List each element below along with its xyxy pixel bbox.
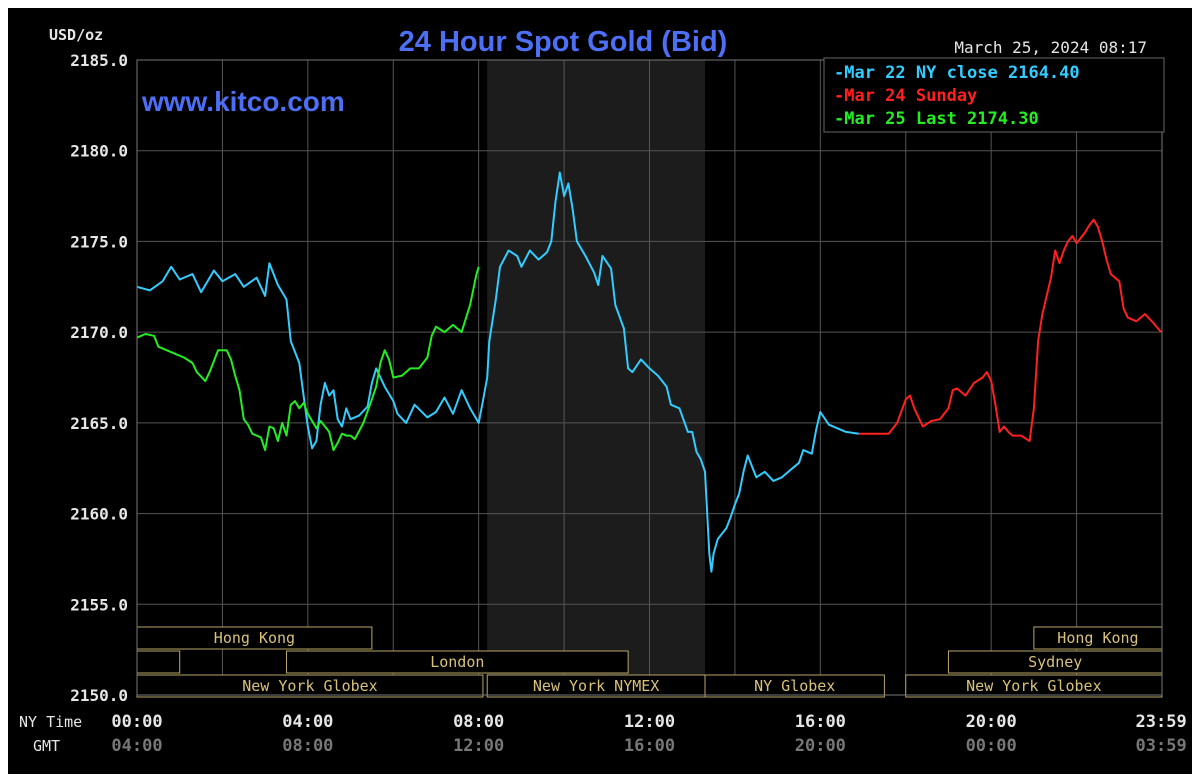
y-tick-label: 2180.0 — [70, 142, 128, 161]
y-tick-label: 2160.0 — [70, 505, 128, 524]
x-tick-label-gmt: 04:00 — [111, 736, 162, 756]
unit-label: USD/oz — [49, 26, 103, 44]
x-tick-label-ny: 04:00 — [282, 712, 333, 732]
session-box — [136, 650, 181, 674]
gmt-label: GMT — [33, 737, 60, 755]
legend-item-mar22: -Mar 22 NY close 2164.40 — [834, 63, 1080, 83]
session-label: New York NYMEX — [533, 677, 659, 695]
gold-price-chart: Hong Kong London New York Globex New York N… — [8, 8, 1192, 774]
session-label: London — [430, 653, 484, 671]
session-label: Hong Kong — [1057, 629, 1138, 647]
session-label: New York Globex — [966, 677, 1101, 695]
session-label: New York Globex — [242, 677, 377, 695]
y-tick-label: 2155.0 — [70, 595, 128, 614]
series-line — [136, 266, 480, 452]
y-axis: 2185.0 2180.0 2175.0 2170.0 2165.0 2160.0 2155… — [70, 51, 128, 705]
nymex-session-shade — [487, 60, 706, 695]
x-tick-label-gmt: 20:00 — [795, 736, 846, 756]
x-tick-label-ny: 16:00 — [795, 712, 846, 732]
session-box — [704, 674, 885, 698]
x-tick-label-ny: 12:00 — [624, 712, 675, 732]
market-sessions: Hong Kong London New York Globex New York N… — [136, 626, 1163, 698]
session-label: NY Globex — [754, 677, 835, 695]
x-tick-label-ny: 20:00 — [966, 712, 1017, 732]
legend: -Mar 22 NY close 2164.40 -Mar 24 Sunday … — [823, 57, 1165, 133]
x-tick-label-ny: 00:00 — [111, 712, 162, 732]
x-axis: 00:00 04:00 04:00 08:00 08:00 12:00 12:00 16:00… — [111, 712, 1186, 756]
y-tick-label: 2175.0 — [70, 232, 128, 251]
timestamp: March 25, 2024 08:17 — [954, 38, 1147, 57]
ny-time-label: NY Time — [19, 713, 82, 731]
x-tick-label-gmt: 12:00 — [453, 736, 504, 756]
legend-box — [823, 57, 1165, 133]
x-tick-label-ny: 23:59 — [1136, 712, 1187, 732]
session-box — [285, 650, 629, 674]
series-line — [858, 218, 1162, 442]
price-series — [136, 171, 1162, 573]
series-line — [136, 171, 859, 573]
chart-title: 24 Hour Spot Gold (Bid) — [399, 26, 728, 58]
watermark: www.kitco.com — [141, 86, 345, 117]
x-tick-label-gmt: 03:59 — [1136, 736, 1187, 756]
legend-item-mar24: -Mar 24 Sunday — [834, 86, 977, 106]
y-tick-label: 2170.0 — [70, 323, 128, 342]
x-tick-label-ny: 08:00 — [453, 712, 504, 732]
y-tick-label: 2150.0 — [70, 686, 128, 705]
x-tick-label-gmt: 00:00 — [966, 736, 1017, 756]
x-tick-label-gmt: 08:00 — [282, 736, 333, 756]
session-label: Hong Kong — [214, 629, 295, 647]
y-tick-label: 2185.0 — [70, 51, 128, 70]
x-tick-label-gmt: 16:00 — [624, 736, 675, 756]
legend-item-mar25: -Mar 25 Last 2174.30 — [834, 109, 1039, 129]
plot-border — [136, 59, 1163, 696]
y-tick-label: 2165.0 — [70, 414, 128, 433]
session-label: Sydney — [1028, 653, 1082, 671]
